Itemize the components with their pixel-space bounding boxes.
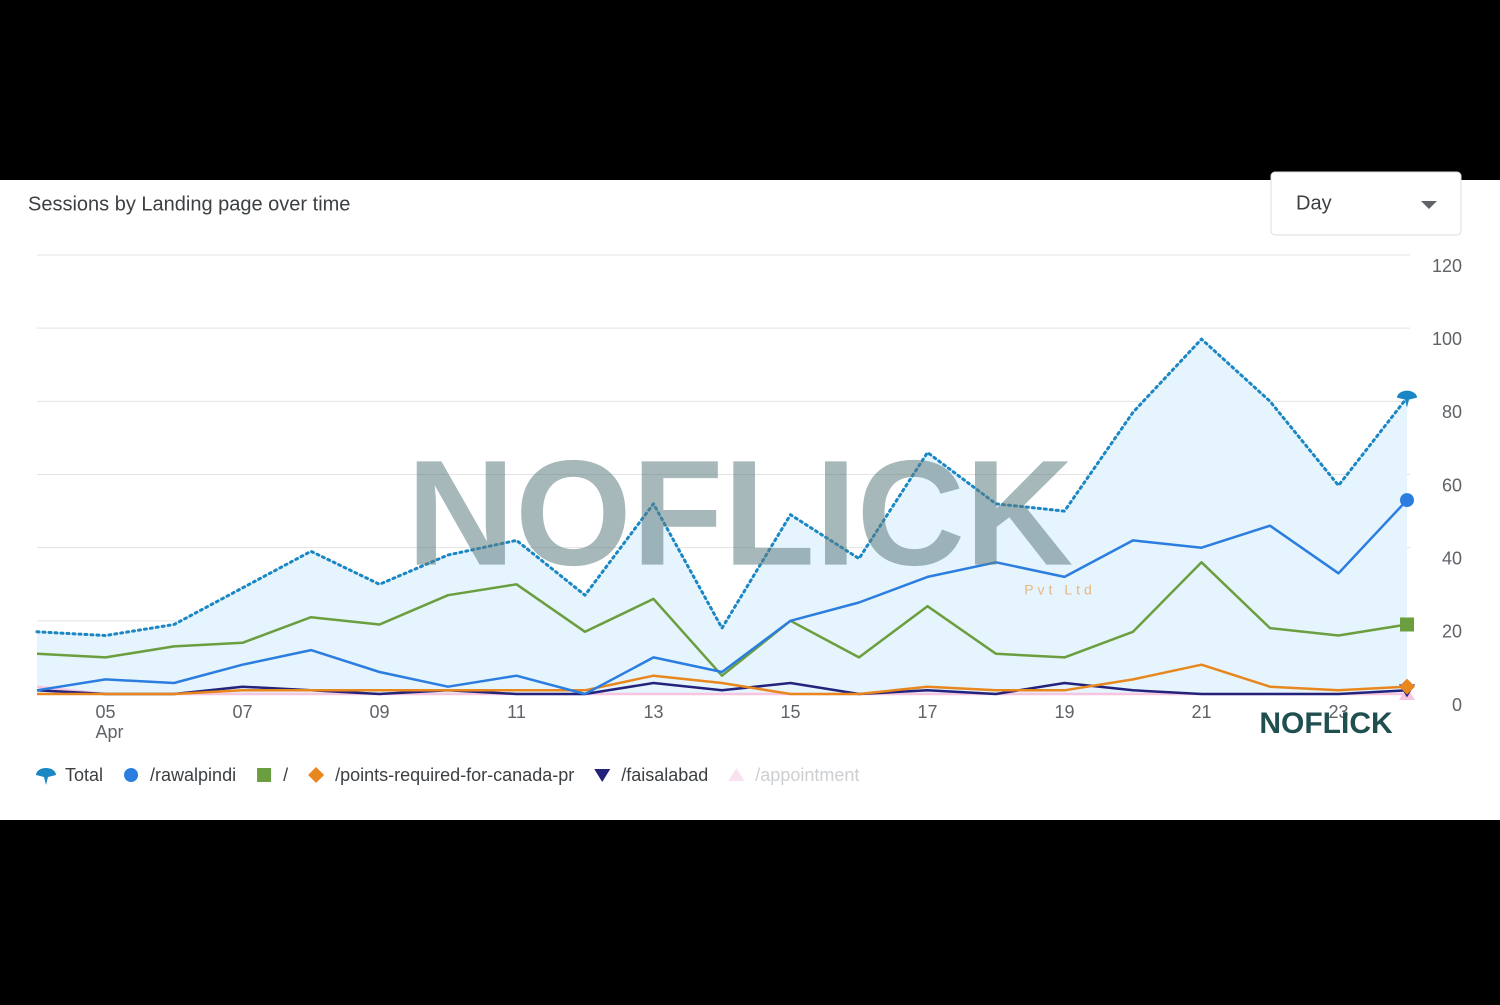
- legend-item: Total: [36, 765, 103, 785]
- y-tick-label: 20: [1442, 622, 1462, 642]
- y-tick-label: 120: [1432, 256, 1462, 276]
- x-tick-label: 05: [95, 702, 115, 722]
- y-tick-label: 60: [1442, 475, 1462, 495]
- x-tick-label: 21: [1191, 702, 1211, 722]
- legend-marker: [594, 769, 611, 782]
- y-tick-label: 40: [1442, 548, 1462, 568]
- chart-title: Sessions by Landing page over time: [28, 193, 350, 215]
- watermark-text: NOFLICK: [407, 429, 1074, 597]
- dropdown-box[interactable]: [1270, 171, 1462, 236]
- legend-marker: [308, 767, 325, 783]
- legend-label: /: [283, 765, 288, 785]
- legend-label: /appointment: [755, 765, 859, 785]
- legend-label: /points-required-for-canada-pr: [335, 765, 574, 785]
- series-line: [36, 499, 1408, 696]
- logo-text: NOFLICK: [1259, 707, 1393, 740]
- legend-label: /rawalpindi: [150, 765, 236, 785]
- end-marker: [1399, 678, 1415, 695]
- x-tick-label: 11: [507, 702, 526, 722]
- series-line: [36, 681, 1408, 696]
- dropdown-label[interactable]: Day: [1296, 192, 1332, 214]
- x-tick-label: 09: [369, 702, 389, 722]
- legend-item: /rawalpindi: [124, 765, 236, 785]
- y-tick-label: 100: [1432, 329, 1462, 349]
- x-tick-label: 15: [780, 702, 800, 722]
- series-line: [37, 663, 1408, 696]
- end-marker: [1397, 390, 1417, 408]
- legend-label: /faisalabad: [621, 765, 708, 785]
- y-tick-label: 80: [1442, 402, 1462, 422]
- area: [37, 339, 1407, 694]
- watermark-subtext: Pvt Ltd: [1024, 582, 1096, 598]
- x-month-label: Apr: [95, 722, 123, 742]
- series-line: [36, 561, 1408, 677]
- legend-marker: [728, 768, 745, 781]
- x-tick-label: 19: [1054, 702, 1074, 722]
- end-marker: [1400, 617, 1414, 632]
- legend-item: /points-required-for-canada-pr: [308, 765, 574, 785]
- legend-marker: [36, 768, 56, 785]
- x-tick-label: 23: [1328, 702, 1348, 722]
- x-tick-label: 07: [232, 702, 252, 722]
- legend-marker: [124, 768, 139, 782]
- legend-item: /: [257, 765, 288, 785]
- dropdown-arrow[interactable]: [1421, 201, 1437, 209]
- end-marker: [1400, 493, 1414, 508]
- legend-marker: [257, 768, 272, 782]
- legend-item: /faisalabad: [594, 765, 708, 785]
- period-dropdown[interactable]: Day: [1270, 171, 1462, 236]
- legend-item: /appointment: [728, 765, 859, 785]
- x-tick-label: 17: [917, 702, 937, 722]
- x-tick-label: 13: [643, 702, 663, 722]
- y-tick-label: 0: [1452, 695, 1462, 715]
- legend-label: Total: [65, 765, 103, 785]
- series-line: [35, 337, 1409, 637]
